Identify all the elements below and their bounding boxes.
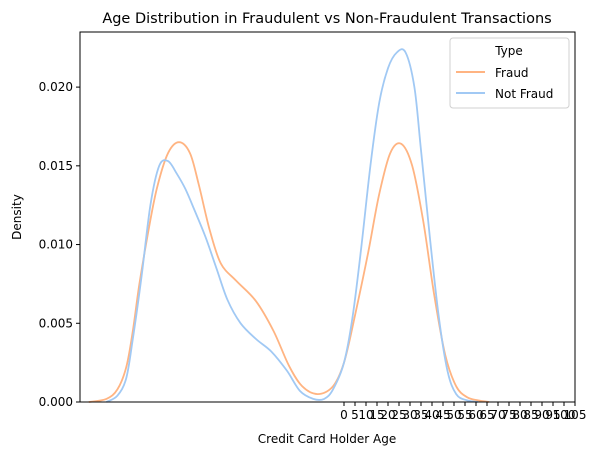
x-axis: 0 5 10152025303540455055606570758085909510… (340, 402, 586, 422)
x-tick-label: 40 (424, 408, 439, 422)
x-tick-label: 5 (351, 408, 359, 422)
series-group (88, 48, 490, 403)
x-tick-label: 45 (435, 408, 450, 422)
legend: Type Fraud Not Fraud (449, 37, 570, 109)
legend-title: Type (494, 44, 523, 58)
x-tick-label: 80 (512, 408, 527, 422)
x-tick-label: 65 (479, 408, 494, 422)
x-tick-label: 30 (402, 408, 417, 422)
legend-label-not-fraud: Not Fraud (495, 87, 553, 101)
x-tick-label: 20 (380, 408, 395, 422)
x-tick-label: 75 (501, 408, 516, 422)
x-tick-label: 70 (490, 408, 505, 422)
x-tick-label: 25 (391, 408, 406, 422)
plot-frame (79, 31, 576, 403)
y-tick-label: 0.015 (39, 159, 73, 173)
x-tick-label: 100 (553, 408, 576, 422)
y-tick-label: 0.000 (39, 395, 73, 409)
x-axis-label: Credit Card Holder Age (258, 432, 396, 446)
y-tick-label: 0.020 (39, 80, 73, 94)
y-axis: 0.000 0.005 0.010 0.015 0.020 (39, 80, 80, 409)
x-tick-label: 55 (457, 408, 472, 422)
y-tick-label: 0.010 (39, 238, 73, 252)
series-line-not-fraud (105, 48, 479, 403)
legend-box (449, 37, 570, 109)
x-tick-label: 90 (534, 408, 549, 422)
x-tick-label: 15 (369, 408, 384, 422)
x-tick-label: 95 (545, 408, 560, 422)
x-tick-label: 85 (523, 408, 538, 422)
x-tick-label: 35 (413, 408, 428, 422)
x-tick-label: 50 (446, 408, 461, 422)
y-tick-label: 0.005 (39, 316, 73, 330)
y-axis-label: Density (10, 194, 24, 240)
x-tick-label: 105 (564, 408, 587, 422)
x-tick-label: 10 (358, 408, 373, 422)
x-tick-label: 0 (340, 408, 348, 422)
legend-label-fraud: Fraud (495, 66, 529, 80)
x-tick-label: 60 (468, 408, 483, 422)
chart-title: Age Distribution in Fraudulent vs Non-Fr… (102, 11, 551, 27)
